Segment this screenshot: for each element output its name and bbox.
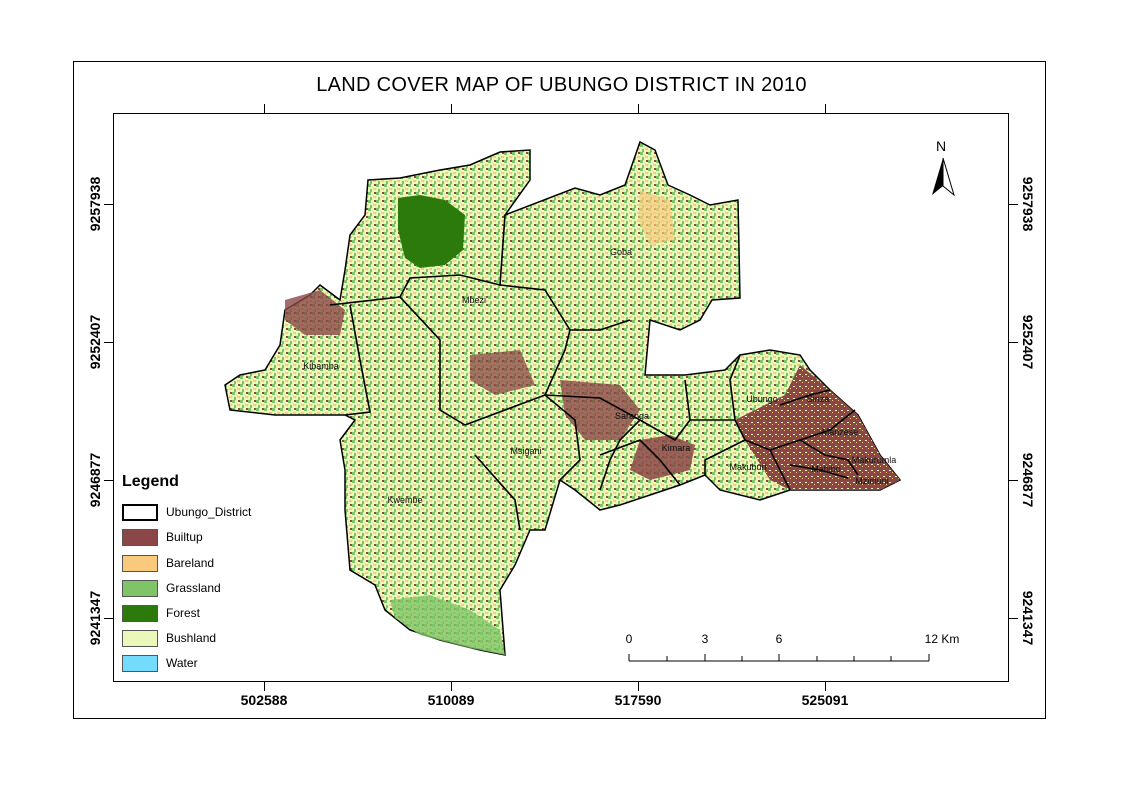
legend-swatch — [122, 579, 158, 597]
x-tick-label: 510089 — [427, 692, 475, 708]
builtup-saranga — [560, 380, 640, 440]
builtup-kibamba — [285, 290, 345, 335]
y-tick-label-left: 9246877 — [87, 452, 103, 508]
map-title: LAND COVER MAP OF UBUNGO DISTRICT IN 201… — [316, 74, 807, 96]
grassland-south — [390, 595, 505, 655]
y-tick-label-left: 9257938 — [87, 176, 103, 232]
legend-label: Bareland — [166, 556, 215, 570]
y-tick-left — [104, 204, 113, 205]
legend-title: Legend — [122, 473, 179, 490]
ward-label-kibamba: Kibamba — [303, 361, 339, 371]
x-tick-label: 517590 — [614, 692, 662, 708]
scale-label: 6 — [775, 632, 783, 646]
ward-label-sinza: Sinza — [806, 394, 830, 404]
y-tick-right — [1009, 342, 1018, 343]
legend-label: Builtup — [166, 530, 203, 544]
ward-label-manzese: Manzese — [821, 427, 859, 437]
builtup-mbezi — [470, 350, 535, 395]
ward-label-mzimuni: Mzimuni — [855, 476, 889, 486]
y-tick-left — [104, 480, 113, 481]
y-tick-right — [1009, 618, 1018, 619]
scale-label: 12 Km — [924, 632, 960, 646]
ward-label-kwembe: Kwembe — [387, 495, 423, 505]
ward-label-kimara: Kimara — [661, 443, 691, 453]
legend-item-builtup: Builtup — [122, 528, 203, 546]
legend-item-grassland: Grassland — [122, 579, 221, 597]
legend-label: Ubungo_District — [166, 505, 252, 519]
north-arrow-label: N — [936, 138, 947, 154]
x-tick-label: 502588 — [240, 692, 288, 708]
y-tick-label-left: 9252407 — [87, 314, 103, 370]
legend-item-water: Water — [122, 654, 198, 672]
legend-item-bushland: Bushland — [122, 629, 216, 647]
ward-label-saranga: Saranga — [614, 411, 650, 421]
x-tick-top — [264, 104, 265, 113]
ward-label-goba: Goba — [609, 247, 633, 257]
y-tick-label-right: 9246877 — [1020, 452, 1036, 508]
x-tick-top — [638, 104, 639, 113]
y-tick-label-right: 9257938 — [1020, 176, 1036, 232]
legend-label: Grassland — [166, 581, 221, 595]
legend-label: Forest — [166, 606, 201, 620]
legend-item-ubungo-district: Ubungo_District — [122, 503, 251, 521]
y-tick-left — [104, 342, 113, 343]
layout-frame — [73, 61, 1046, 719]
ward-label-makurumla: Makurumla — [851, 455, 897, 465]
x-tick-top — [451, 104, 452, 113]
y-tick-left — [104, 618, 113, 619]
legend-label: Bushland — [166, 631, 217, 645]
ward-label-mbezi: Mbezi — [461, 295, 487, 305]
y-tick-label-right: 9241347 — [1020, 590, 1036, 646]
x-tick-label: 525091 — [801, 692, 849, 708]
x-tick-bottom — [825, 682, 826, 691]
bareland-goba — [638, 190, 675, 245]
legend-swatch — [122, 503, 158, 521]
ward-boundaries — [329, 214, 859, 531]
district-landcover-area — [224, 140, 902, 656]
legend-item-forest: Forest — [122, 604, 200, 622]
legend-swatch — [122, 604, 158, 622]
y-tick-right — [1009, 480, 1018, 481]
legend-item-bareland: Bareland — [122, 554, 214, 572]
x-tick-bottom — [638, 682, 639, 691]
legend-swatch — [122, 629, 158, 647]
ward-label-makuburi: Makuburi — [729, 462, 767, 472]
y-tick-label-left: 9241347 — [87, 590, 103, 646]
legend-swatch — [122, 654, 158, 672]
y-tick-label-right: 9252407 — [1020, 314, 1036, 370]
ward-label-mabibo: Mabibo — [811, 464, 841, 474]
x-tick-top — [825, 104, 826, 113]
builtup-east — [735, 365, 900, 490]
scale-label: 0 — [625, 632, 633, 646]
legend-swatch — [122, 554, 158, 572]
scale-label: 3 — [701, 632, 709, 646]
legend-label: Water — [166, 656, 198, 670]
y-tick-right — [1009, 204, 1018, 205]
x-tick-bottom — [451, 682, 452, 691]
ward-label-ubungo: Ubungo — [746, 394, 778, 404]
ward-label-msigani: Msigani — [510, 446, 542, 456]
legend-swatch — [122, 528, 158, 546]
forest-patch — [398, 195, 465, 268]
x-tick-bottom — [264, 682, 265, 691]
